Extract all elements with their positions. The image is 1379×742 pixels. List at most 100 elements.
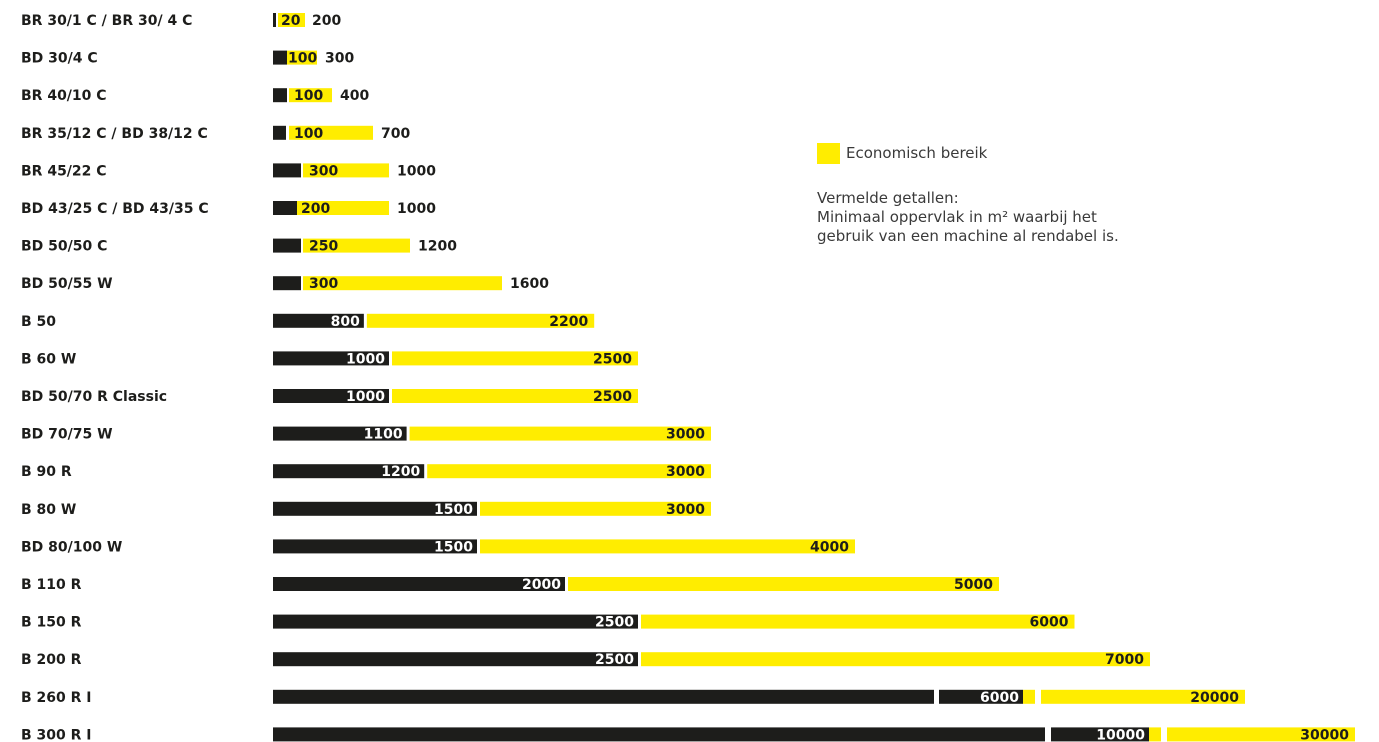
max-value-label: 7000 — [1105, 652, 1144, 668]
legend: Economisch bereik Vermelde getallen: Min… — [817, 142, 1119, 246]
category-label: B 110 R — [21, 577, 82, 593]
bar-yellow-segment — [289, 125, 373, 140]
bar-black-segment — [273, 351, 389, 366]
min-value-label: 2500 — [595, 652, 634, 668]
bar-black-segment — [273, 13, 276, 27]
bar-yellow-segment — [1167, 727, 1355, 742]
max-value-label: 3000 — [666, 427, 705, 443]
bar-yellow-segment — [1023, 689, 1035, 704]
bar-black-segment — [273, 276, 301, 291]
legend-note-line1: Vermelde getallen: — [817, 189, 959, 207]
bar-yellow-segment — [641, 614, 1075, 629]
max-value-label: 5000 — [954, 577, 993, 593]
bar-yellow-segment — [303, 163, 389, 178]
max-value-label: 3000 — [666, 464, 705, 480]
bar-black-segment — [273, 50, 287, 65]
bar-black-segment — [273, 125, 286, 140]
category-label: BD 80/100 W — [21, 539, 122, 555]
min-value-label: 2000 — [522, 577, 561, 593]
bar-black-segment — [273, 238, 301, 253]
max-value-label: 700 — [381, 126, 410, 142]
min-value-label: 6000 — [980, 690, 1019, 706]
bar-black-segment — [273, 163, 301, 178]
legend-note: Vermelde getallen: Minimaal oppervlak in… — [817, 189, 1119, 246]
min-value-label: 10000 — [1096, 727, 1145, 742]
max-value-label: 6000 — [1030, 615, 1069, 631]
category-label: BR 30/1 C / BR 30/ 4 C — [21, 13, 192, 29]
bar-yellow-segment — [297, 201, 389, 215]
min-value-label: 100 — [294, 126, 323, 142]
max-value-label: 300 — [325, 51, 354, 67]
category-label: B 260 R I — [21, 690, 92, 706]
bar-yellow-segment — [427, 464, 711, 479]
max-value-label: 3000 — [666, 502, 705, 518]
min-value-label: 1500 — [434, 502, 473, 518]
max-value-label: 30000 — [1300, 727, 1349, 742]
bar-black-segment — [939, 689, 1023, 704]
min-value-label: 300 — [309, 163, 338, 179]
category-label: BD 50/70 R Classic — [21, 389, 167, 405]
bar-black-segment — [273, 539, 477, 554]
bar-yellow-segment — [480, 539, 855, 554]
bar-black-segment — [273, 426, 407, 441]
min-value-label: 100 — [288, 51, 317, 67]
legend-item-economic-range: Economisch bereik — [817, 142, 1119, 164]
legend-label: Economisch bereik — [846, 144, 988, 162]
bar-yellow-segment — [287, 50, 317, 65]
legend-swatch-yellow — [817, 142, 840, 164]
min-value-label: 1500 — [434, 539, 473, 555]
category-label: B 90 R — [21, 464, 72, 480]
min-value-label: 1100 — [364, 427, 403, 443]
category-label: B 200 R — [21, 652, 82, 668]
max-value-label: 20000 — [1190, 690, 1239, 706]
bar-yellow-segment — [278, 13, 305, 27]
bar-black-segment — [273, 689, 934, 704]
bar-yellow-segment — [641, 652, 1150, 667]
min-value-label: 200 — [301, 201, 330, 217]
bar-black-segment — [273, 389, 389, 403]
bar-black-segment — [273, 727, 1045, 742]
category-label: BD 70/75 W — [21, 427, 113, 443]
category-label: BR 40/10 C — [21, 88, 107, 104]
legend-note-line2: Minimaal oppervlak in m² waarbij het — [817, 208, 1097, 226]
bar-yellow-segment — [289, 88, 332, 103]
bar-black-segment — [273, 614, 638, 629]
category-label: BD 43/25 C / BD 43/35 C — [21, 201, 209, 217]
bar-yellow-segment — [568, 577, 999, 591]
min-value-label: 1200 — [381, 464, 420, 480]
category-label: B 300 R I — [21, 727, 92, 742]
max-value-label: 200 — [312, 13, 341, 29]
bar-yellow-segment — [480, 501, 711, 516]
bar-black-segment — [273, 464, 425, 479]
bar-yellow-segment — [1149, 727, 1161, 742]
category-label: B 150 R — [21, 615, 82, 631]
bar-yellow-segment — [392, 351, 638, 366]
category-label: BR 45/22 C — [21, 163, 107, 179]
legend-note-line3: gebruik van een machine al rendabel is. — [817, 227, 1119, 245]
bar-black-segment — [273, 201, 297, 215]
category-label: BD 30/4 C — [21, 51, 98, 67]
category-label: B 50 — [21, 314, 56, 330]
bar-yellow-segment — [366, 313, 595, 328]
min-value-label: 2500 — [595, 615, 634, 631]
max-value-label: 2200 — [549, 314, 588, 330]
bar-black-segment — [1051, 727, 1149, 742]
min-value-label: 100 — [294, 88, 323, 104]
bar-black-segment — [273, 313, 364, 328]
max-value-label: 2500 — [593, 351, 632, 367]
max-value-label: 2500 — [593, 389, 632, 405]
bar-black-segment — [273, 577, 565, 591]
category-label: BD 50/55 W — [21, 276, 113, 292]
min-value-label: 20 — [281, 13, 301, 29]
min-value-label: 250 — [309, 239, 338, 255]
min-value-label: 800 — [331, 314, 360, 330]
max-value-label: 1000 — [397, 163, 436, 179]
max-value-label: 1000 — [397, 201, 436, 217]
max-value-label: 4000 — [810, 539, 849, 555]
category-label: B 60 W — [21, 351, 76, 367]
bar-black-segment — [273, 652, 638, 667]
bar-black-segment — [273, 501, 477, 516]
bar-yellow-segment — [1041, 689, 1245, 704]
min-value-label: 1000 — [346, 351, 385, 367]
